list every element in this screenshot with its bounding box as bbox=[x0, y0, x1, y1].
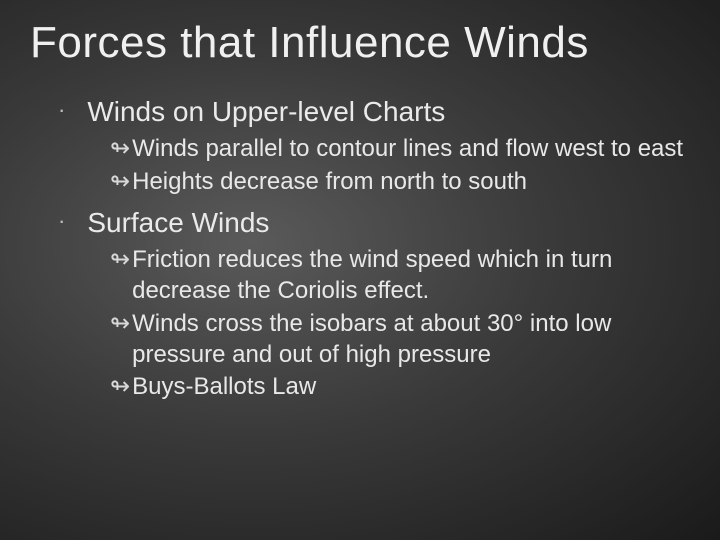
curl-bullet-icon: ↬ bbox=[110, 309, 130, 339]
item-text: Heights decrease from north to south bbox=[132, 167, 527, 198]
curl-bullet-icon: ↬ bbox=[110, 167, 130, 197]
list-item: ↬ Heights decrease from north to south bbox=[110, 167, 690, 198]
section-title: Surface Winds bbox=[87, 207, 269, 239]
curl-bullet-icon: ↬ bbox=[110, 134, 130, 164]
section-upper-level: · Winds on Upper-level Charts ↬ Winds pa… bbox=[58, 96, 690, 197]
list-item: ↬ Buys-Ballots Law bbox=[110, 372, 690, 403]
item-text: Buys-Ballots Law bbox=[132, 372, 316, 403]
section-header: · Winds on Upper-level Charts bbox=[58, 96, 690, 128]
slide-title: Forces that Influence Winds bbox=[30, 18, 690, 68]
sub-items: ↬ Winds parallel to contour lines and fl… bbox=[58, 134, 690, 197]
dot-bullet-icon: · bbox=[58, 99, 65, 121]
section-title: Winds on Upper-level Charts bbox=[87, 96, 445, 128]
slide-content: · Winds on Upper-level Charts ↬ Winds pa… bbox=[30, 96, 690, 403]
sub-items: ↬ Friction reduces the wind speed which … bbox=[58, 245, 690, 403]
slide-container: Forces that Influence Winds · Winds on U… bbox=[0, 0, 720, 540]
item-text: Friction reduces the wind speed which in… bbox=[132, 245, 690, 306]
list-item: ↬ Friction reduces the wind speed which … bbox=[110, 245, 690, 306]
curl-bullet-icon: ↬ bbox=[110, 372, 130, 402]
curl-bullet-icon: ↬ bbox=[110, 245, 130, 275]
list-item: ↬ Winds cross the isobars at about 30° i… bbox=[110, 309, 690, 370]
section-header: · Surface Winds bbox=[58, 207, 690, 239]
list-item: ↬ Winds parallel to contour lines and fl… bbox=[110, 134, 690, 165]
dot-bullet-icon: · bbox=[58, 210, 65, 232]
item-text: Winds parallel to contour lines and flow… bbox=[132, 134, 683, 165]
item-text: Winds cross the isobars at about 30° int… bbox=[132, 309, 690, 370]
section-surface-winds: · Surface Winds ↬ Friction reduces the w… bbox=[58, 207, 690, 403]
